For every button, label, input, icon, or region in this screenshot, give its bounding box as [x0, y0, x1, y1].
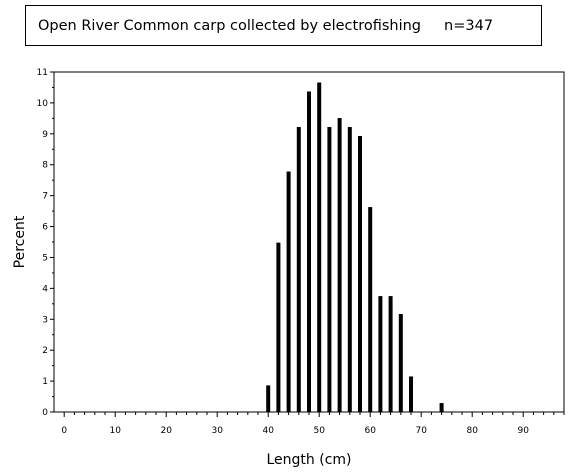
bar	[317, 82, 322, 412]
bar	[337, 118, 342, 413]
chart-title: Open River Common carp collected by elec…	[25, 5, 542, 46]
bar	[409, 376, 413, 412]
y-tick-label: 2	[42, 346, 48, 356]
x-tick-label: 70	[415, 426, 427, 436]
bar	[286, 171, 291, 412]
x-tick-label: 80	[466, 426, 478, 436]
y-tick-label: 6	[42, 223, 48, 233]
y-tick-label: 4	[42, 284, 48, 294]
y-tick-label: 10	[37, 99, 49, 109]
y-tick-label: 3	[42, 315, 48, 325]
bar	[296, 127, 301, 412]
y-tick-label: 1	[42, 377, 48, 387]
x-tick-label: 0	[61, 426, 67, 436]
y-tick-label: 5	[42, 253, 48, 263]
bar	[358, 135, 362, 412]
bar	[398, 314, 403, 412]
x-tick-label: 20	[160, 426, 172, 436]
x-tick-label: 50	[313, 426, 325, 436]
bar	[388, 296, 393, 412]
bar	[276, 242, 281, 412]
bar	[368, 207, 373, 412]
y-tick-label: 9	[42, 130, 48, 140]
bar	[439, 403, 444, 412]
bar	[266, 385, 271, 412]
x-tick-label: 30	[211, 426, 223, 436]
bars	[266, 82, 444, 413]
y-axis: 0 1 2 3 4 5 6 7 8 9 10 11	[37, 68, 54, 418]
x-tick-label: 60	[364, 426, 376, 436]
y-tick-label: 8	[42, 161, 48, 171]
y-tick-label: 0	[42, 408, 48, 418]
x-tick-label: 90	[517, 426, 529, 436]
x-tick-label: 40	[262, 426, 274, 436]
y-axis-label: Percent	[12, 215, 28, 268]
bar	[307, 91, 311, 413]
x-tick-label: 10	[109, 426, 121, 436]
x-axis-label: Length (cm)	[267, 452, 352, 468]
y-tick-label: 11	[37, 68, 48, 78]
y-tick-label: 7	[42, 192, 48, 202]
bar	[327, 127, 332, 412]
x-axis: 0 10 20 30 40 50 60 70 80 90	[61, 412, 565, 436]
bar	[378, 296, 383, 412]
bar	[347, 127, 352, 412]
